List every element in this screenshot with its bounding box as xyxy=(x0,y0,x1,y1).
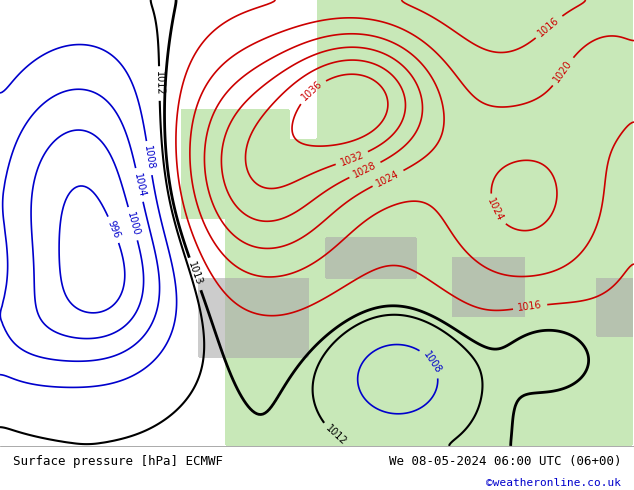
Text: 1032: 1032 xyxy=(339,149,365,168)
Text: 1028: 1028 xyxy=(352,160,378,180)
Text: 1013: 1013 xyxy=(186,261,204,287)
Text: 1036: 1036 xyxy=(300,79,325,103)
Text: 1012: 1012 xyxy=(323,423,348,447)
Text: 1012: 1012 xyxy=(154,71,165,96)
Text: 1000: 1000 xyxy=(125,211,141,237)
Text: We 08-05-2024 06:00 UTC (06+00): We 08-05-2024 06:00 UTC (06+00) xyxy=(389,455,621,468)
Text: 1016: 1016 xyxy=(517,300,543,313)
Text: ©weatheronline.co.uk: ©weatheronline.co.uk xyxy=(486,478,621,489)
Text: 1004: 1004 xyxy=(132,172,147,198)
Text: 1024: 1024 xyxy=(486,197,505,223)
Text: 1008: 1008 xyxy=(142,145,156,171)
Text: 996: 996 xyxy=(106,219,122,240)
Text: Surface pressure [hPa] ECMWF: Surface pressure [hPa] ECMWF xyxy=(13,455,223,468)
Text: 1020: 1020 xyxy=(552,59,574,84)
Text: 1024: 1024 xyxy=(375,169,401,188)
Text: 1016: 1016 xyxy=(536,15,562,39)
Text: 1008: 1008 xyxy=(421,349,443,375)
